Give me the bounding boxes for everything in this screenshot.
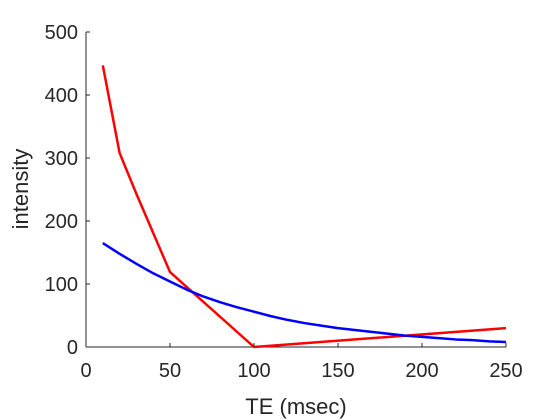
y-axis-label: intensity xyxy=(8,149,33,230)
y-tick-label: 500 xyxy=(45,22,78,44)
ticks-layer: 0 50 100 150 200 250 0 100 200 300 400 500 xyxy=(45,22,523,382)
series-line-1 xyxy=(101,65,507,349)
series-line-2 xyxy=(102,241,507,344)
y-tick-label: 0 xyxy=(67,337,78,359)
series-layer xyxy=(101,65,507,349)
y-tick-label: 100 xyxy=(45,274,78,296)
y-tick-label: 300 xyxy=(45,148,78,170)
y-tick-label: 400 xyxy=(45,85,78,107)
x-tick-label: 250 xyxy=(489,360,522,382)
x-tick-label: 100 xyxy=(237,360,270,382)
x-axis-label: TE (msec) xyxy=(245,394,346,419)
x-tick-label: 0 xyxy=(80,360,91,382)
x-tick-label: 200 xyxy=(405,360,438,382)
plot-axes xyxy=(85,32,506,348)
x-tick-label: 150 xyxy=(321,360,354,382)
y-tick-label: 200 xyxy=(45,211,78,233)
x-tick-label: 50 xyxy=(159,360,181,382)
